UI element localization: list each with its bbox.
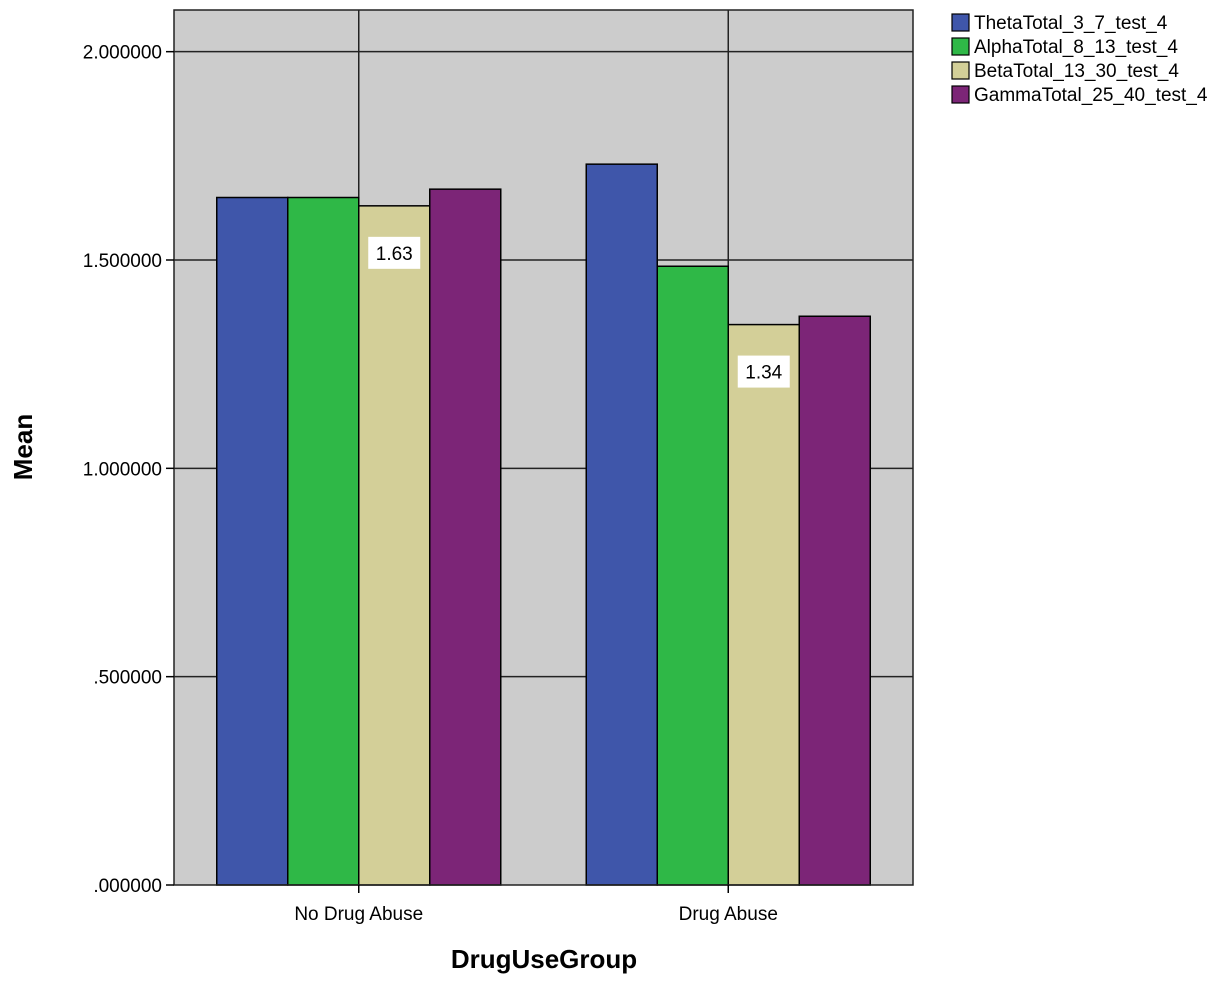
x-axis-title: DrugUseGroup — [451, 944, 637, 974]
bar-0-0 — [216, 196, 289, 886]
y-tick-label: .500000 — [93, 668, 162, 689]
y-axis-title: Mean — [8, 414, 38, 480]
legend-swatch — [951, 85, 970, 104]
legend-swatch — [951, 61, 970, 80]
legend-swatch — [951, 37, 970, 56]
bar-1-0 — [287, 196, 360, 886]
bar-3-1 — [798, 315, 871, 886]
legend-items: ThetaTotal_3_7_test_4 AlphaTotal_8_13_tes… — [951, 13, 1208, 106]
y-tick-label: 2.000000 — [83, 43, 162, 64]
bar-2-1 — [727, 323, 800, 886]
x-category-label: No Drug Abuse — [294, 904, 423, 925]
data-label: 1.63 — [376, 244, 413, 265]
y-tick-label: 1.500000 — [83, 251, 162, 272]
bar-2-0 — [358, 205, 431, 886]
bar-0-1 — [585, 163, 658, 886]
y-tick-label: .000000 — [93, 876, 162, 897]
legend-label: AlphaTotal_8_13_test_4 — [974, 37, 1178, 58]
data-label-box — [737, 355, 790, 388]
data-label-box — [368, 236, 421, 269]
legend: ThetaTotal_3_7_test_4 AlphaTotal_8_13_tes… — [951, 13, 1208, 106]
data-label: 1.34 — [745, 363, 782, 384]
plot-area: 1.63 1.34 .000000 .500000 1.000000 1.500000 2.… — [83, 9, 914, 925]
legend-swatch — [951, 13, 970, 32]
plot-frame — [173, 9, 914, 886]
bar-3-0 — [429, 188, 502, 886]
y-tick-label: 1.000000 — [83, 459, 162, 480]
legend-label: GammaTotal_25_40_test_4 — [974, 85, 1208, 106]
x-category-label: Drug Abuse — [679, 904, 778, 925]
legend-label: BetaTotal_13_30_test_4 — [974, 61, 1179, 82]
legend-label: ThetaTotal_3_7_test_4 — [974, 13, 1168, 34]
bar-1-1 — [656, 265, 729, 886]
